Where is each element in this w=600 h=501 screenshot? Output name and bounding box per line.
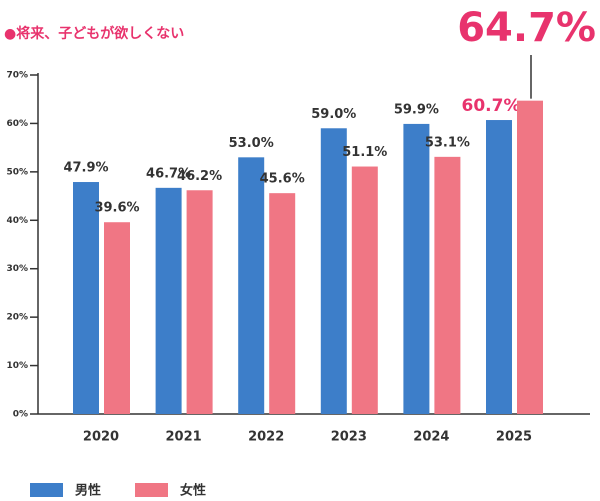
value-label: 53.1% — [425, 135, 470, 150]
x-tick-label: 2024 — [413, 430, 449, 445]
bar — [73, 182, 99, 414]
bar — [320, 128, 347, 414]
y-tick-label: 20% — [6, 313, 28, 323]
bar — [403, 123, 430, 415]
value-label: 64.7% — [457, 5, 596, 51]
value-label: 46.7% — [146, 166, 191, 181]
y-tick-label: 40% — [6, 216, 28, 226]
legend-label: 男性 — [75, 483, 101, 499]
value-label: 39.6% — [94, 201, 139, 216]
bar — [269, 193, 296, 414]
legend-label: 女性 — [180, 483, 206, 499]
bar — [186, 190, 213, 414]
bar — [104, 222, 130, 414]
x-tick-label: 2022 — [248, 430, 284, 445]
legend-swatch — [135, 483, 168, 497]
value-label: 60.7% — [462, 96, 521, 116]
y-tick-label: 0% — [13, 410, 28, 420]
y-tick-label: 60% — [6, 119, 28, 129]
bar — [155, 187, 182, 414]
value-label: 51.1% — [342, 145, 387, 160]
value-label: 59.9% — [394, 102, 439, 117]
y-tick-label: 70% — [6, 71, 28, 81]
x-tick-label: 2023 — [331, 430, 367, 445]
bar — [351, 166, 378, 414]
value-label: 53.0% — [229, 136, 274, 151]
value-label: 46.2% — [177, 169, 222, 184]
legend-swatch — [30, 483, 63, 497]
y-tick-label: 10% — [6, 361, 28, 371]
x-tick-label: 2020 — [83, 430, 119, 445]
value-label: 45.6% — [260, 172, 305, 187]
bar — [486, 120, 512, 414]
bar — [238, 157, 265, 415]
y-tick-label: 30% — [6, 264, 28, 274]
value-label: 47.9% — [63, 161, 108, 176]
x-tick-label: 2021 — [166, 430, 202, 445]
x-tick-label: 2025 — [496, 430, 532, 445]
bar — [434, 156, 461, 414]
y-tick-label: 50% — [6, 167, 28, 177]
chart-title: ●将来、子どもが欲しくない — [4, 25, 184, 42]
value-label: 59.0% — [311, 107, 356, 122]
bar — [517, 100, 543, 414]
